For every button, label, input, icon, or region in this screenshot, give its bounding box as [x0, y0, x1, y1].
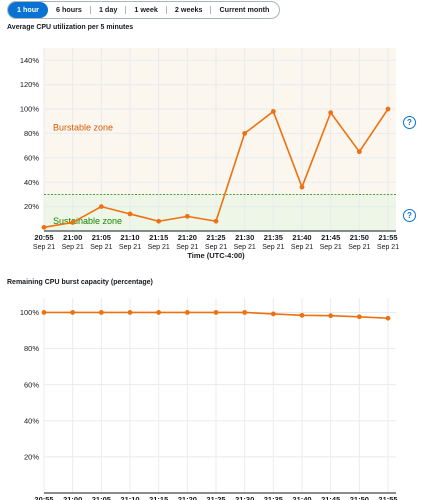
x-tick-label: 21:40: [292, 495, 311, 500]
data-point: [385, 315, 391, 321]
data-point: [270, 109, 276, 114]
x-tick-sublabel: Sep 21: [33, 244, 55, 251]
data-point: [184, 213, 190, 219]
burstable-zone-help-icon[interactable]: ?: [403, 116, 416, 129]
range-divider: [210, 6, 212, 14]
burstable-zone-area: [44, 48, 396, 195]
x-tick-label: 21:20: [178, 233, 197, 242]
x-tick-sublabel: Sep 21: [320, 244, 342, 251]
x-tick-sublabel: Sep 21: [148, 244, 170, 251]
x-tick-label: 21:05: [92, 495, 111, 500]
data-point: [328, 313, 334, 319]
data-point: [127, 310, 133, 315]
data-point: [98, 310, 104, 315]
x-tick-label: 21:15: [149, 495, 168, 500]
range-1-week-button[interactable]: 1 week: [134, 5, 158, 14]
sustainable-zone-help-icon[interactable]: ?: [403, 209, 416, 222]
y-tick-label: 120%: [20, 80, 40, 89]
x-tick-label: 21:45: [321, 233, 340, 242]
data-point: [213, 310, 219, 315]
y-tick-label: 20%: [24, 452, 39, 461]
x-tick-label: 21:00: [63, 233, 82, 242]
time-range-selector: 1 hour 6 hours 1 day 1 week 2 weeks Curr…: [7, 1, 281, 19]
range-current-month-button[interactable]: Current month: [219, 5, 270, 14]
x-tick-label: 21:30: [235, 495, 254, 500]
x-tick-label: 20:55: [34, 233, 53, 242]
x-tick-label: 21:10: [120, 233, 139, 242]
y-tick-label: 140%: [20, 56, 40, 65]
x-tick-label: 21:50: [350, 233, 369, 242]
range-divider: [125, 6, 127, 14]
x-tick-sublabel: Sep 21: [176, 244, 198, 251]
y-tick-label: 100%: [20, 308, 40, 317]
x-tick-label: 21:45: [321, 495, 340, 500]
burstable-zone-label: Burstable zone: [53, 122, 113, 132]
x-tick-sublabel: Sep 21: [262, 244, 284, 251]
sustainable-zone-label: Sustainable zone: [53, 216, 122, 226]
data-point: [299, 312, 305, 318]
data-point: [242, 310, 248, 315]
x-tick-label: 21:20: [178, 495, 197, 500]
x-tick-label: 21:40: [292, 233, 311, 242]
y-tick-label: 40%: [24, 178, 39, 187]
y-tick-label: 60%: [24, 380, 39, 389]
data-point: [385, 106, 391, 112]
range-6-hours-button[interactable]: 6 hours: [55, 5, 82, 14]
x-tick-label: 21:00: [63, 495, 82, 500]
range-1-hour-button[interactable]: 1 hour: [8, 2, 48, 18]
x-axis-title: Time (UTC-4:00): [187, 251, 245, 260]
x-tick-label: 21:55: [378, 233, 397, 242]
data-point: [299, 184, 305, 190]
range-divider: [89, 6, 91, 14]
cpu-burst-capacity-chart-title: Remaining CPU burst capacity (percentage…: [7, 279, 153, 286]
data-point: [213, 218, 219, 224]
x-tick-sublabel: Sep 21: [377, 244, 399, 251]
range-1-day-button[interactable]: 1 day: [98, 5, 118, 14]
cpu-utilization-chart-title: Average CPU utilization per 5 minutes: [7, 24, 134, 31]
data-point: [328, 110, 334, 116]
data-point: [242, 131, 248, 136]
x-tick-label: 21:05: [92, 233, 111, 242]
range-2-weeks-button[interactable]: 2 weeks: [174, 5, 203, 14]
y-tick-label: 80%: [24, 344, 39, 353]
data-point: [184, 310, 190, 315]
x-tick-label: 21:25: [206, 495, 225, 500]
data-point: [270, 311, 276, 317]
data-point: [156, 218, 162, 224]
x-tick-label: 21:15: [149, 233, 168, 242]
x-tick-label: 21:30: [235, 233, 254, 242]
x-tick-sublabel: Sep 21: [291, 244, 313, 251]
x-tick-label: 21:50: [350, 495, 369, 500]
x-tick-label: 20:55: [34, 495, 53, 500]
y-tick-label: 100%: [20, 105, 40, 114]
x-tick-sublabel: Sep 21: [205, 244, 227, 251]
cpu-utilization-chart: 20% 40% 60% 80% 100% 120% 140% Burstable zone Su…: [20, 48, 399, 260]
data-point: [70, 310, 76, 315]
y-tick-label: 40%: [24, 416, 39, 425]
x-tick-label: 21:55: [378, 495, 397, 500]
data-point: [98, 204, 104, 210]
x-tick-sublabel: Sep 21: [348, 244, 370, 251]
data-point: [127, 211, 133, 217]
data-point: [356, 149, 362, 155]
data-point: [156, 310, 162, 315]
y-tick-label: 20%: [24, 202, 39, 211]
sustainable-zone-area: [44, 194, 396, 231]
range-divider: [165, 6, 167, 14]
x-tick-sublabel: Sep 21: [90, 244, 112, 251]
x-tick-label: 21:10: [120, 495, 139, 500]
data-point: [41, 224, 47, 230]
data-point: [356, 314, 362, 320]
x-tick-label: 21:25: [206, 233, 225, 242]
x-tick-label: 21:35: [264, 495, 283, 500]
y-tick-label: 80%: [24, 129, 39, 138]
x-tick-sublabel: Sep 21: [62, 244, 84, 251]
data-point: [41, 310, 47, 315]
y-tick-label: 60%: [24, 153, 39, 162]
data-point: [70, 220, 76, 225]
x-tick-sublabel: Sep 21: [119, 244, 141, 251]
x-tick-sublabel: Sep 21: [234, 244, 256, 251]
x-tick-label: 21:35: [264, 233, 283, 242]
